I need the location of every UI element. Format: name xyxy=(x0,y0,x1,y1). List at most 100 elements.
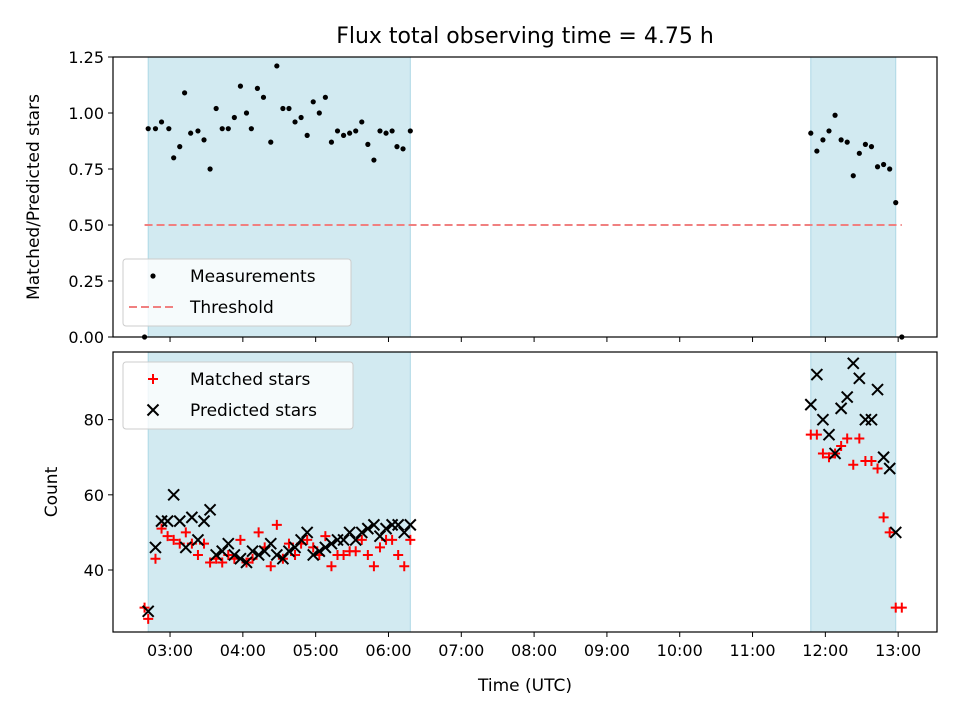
matched-star-point xyxy=(326,561,337,572)
legend-marker-predicted xyxy=(146,403,160,417)
measurement-point xyxy=(400,146,406,152)
predicted-star-point xyxy=(264,537,277,550)
matched-star-point xyxy=(836,440,847,451)
measurement-point xyxy=(243,110,250,116)
measurement-point xyxy=(152,126,159,132)
matched-star-point xyxy=(162,531,173,542)
matched-star-point xyxy=(405,534,416,545)
measurement-point xyxy=(868,144,875,150)
x-axis-label: Time (UTC) xyxy=(477,676,572,696)
measurement-point xyxy=(862,141,869,147)
predicted-star-point xyxy=(276,552,290,565)
legend-label: Threshold xyxy=(189,298,274,318)
measurement-point xyxy=(838,137,844,143)
predicted-star-point xyxy=(871,383,884,396)
x-tick-label: 11:00 xyxy=(729,641,775,660)
predicted-star-point xyxy=(319,541,332,554)
measurement-point xyxy=(260,94,267,100)
predicted-star-point xyxy=(240,556,253,569)
legend-label: Predicted stars xyxy=(190,401,317,421)
chart-title: Flux total observing time = 4.75 h xyxy=(336,24,714,49)
measurement-point xyxy=(158,119,165,125)
series-measurements xyxy=(141,63,905,340)
predicted-star-point xyxy=(307,548,320,562)
measurement-point xyxy=(389,128,395,134)
predicted-star-point xyxy=(288,541,302,554)
x-tick-label: 13:00 xyxy=(875,641,921,660)
predicted-star-point xyxy=(300,526,314,539)
chart-panel-2: 40 60 80 03:00 04:00 05:00 06:00 07:00 08:00 09:0… xyxy=(42,351,938,696)
observing-window-span xyxy=(810,56,897,338)
predicted-star-point xyxy=(141,605,155,618)
matched-star-point xyxy=(368,561,379,572)
measurement-point xyxy=(328,139,335,145)
measurement-point xyxy=(347,130,353,136)
y-tick-label: 0.00 xyxy=(68,328,104,347)
measurement-point xyxy=(322,94,328,100)
measurement-point xyxy=(304,132,310,138)
matched-star-point xyxy=(302,534,313,545)
measurement-point xyxy=(231,114,237,121)
y-tick-label: 0.25 xyxy=(68,272,104,291)
matched-star-point xyxy=(143,613,154,624)
matched-star-point xyxy=(848,459,859,470)
y-tick-label: 60 xyxy=(84,486,104,505)
predicted-star-point xyxy=(179,541,193,554)
matched-star-point xyxy=(399,561,410,572)
matched-star-point xyxy=(168,534,179,545)
predicted-star-point xyxy=(337,533,350,547)
measurement-point xyxy=(207,166,213,172)
measurement-point xyxy=(359,119,365,125)
measurement-point xyxy=(371,157,377,163)
measurement-point xyxy=(166,126,172,132)
measurement-point xyxy=(280,105,286,112)
predicted-star-point xyxy=(325,537,338,550)
matched-star-point xyxy=(811,429,822,440)
y-tick-label: 1.00 xyxy=(68,104,104,123)
predicted-star-point xyxy=(804,398,817,411)
y-tick-label: 1.25 xyxy=(68,48,104,67)
x-tick-label: 12:00 xyxy=(802,641,848,660)
predicted-star-point xyxy=(379,522,393,535)
predicted-star-point xyxy=(282,544,296,558)
matched-star-point xyxy=(362,549,373,560)
predicted-star-point xyxy=(834,402,848,415)
x-tick-label: 07:00 xyxy=(438,641,484,660)
matched-star-point xyxy=(866,455,877,466)
measurement-point xyxy=(213,105,219,112)
matched-star-point xyxy=(350,546,361,557)
chart-panels: 0.00 0.25 0.50 0.75 1.00 1.25 Matched/Predicte… xyxy=(24,48,938,696)
predicted-star-point xyxy=(853,372,866,385)
matched-star-point xyxy=(338,549,349,560)
measurement-point xyxy=(298,114,304,121)
measurement-point xyxy=(407,128,413,134)
legend-marker-measurements xyxy=(150,273,156,279)
measurement-point xyxy=(850,173,856,179)
measurement-point xyxy=(826,128,832,134)
measurement-point xyxy=(286,105,292,112)
measurement-point xyxy=(340,132,347,138)
measurement-point xyxy=(893,200,899,206)
matched-star-point xyxy=(180,527,191,538)
predicted-star-point xyxy=(398,526,411,539)
measurement-point xyxy=(177,144,183,150)
x-tick-label: 10:00 xyxy=(657,641,703,660)
matched-star-point xyxy=(156,523,167,534)
predicted-star-point xyxy=(234,552,247,565)
y-axis-label: Count xyxy=(42,466,62,517)
predicted-star-point xyxy=(828,447,842,460)
measurement-point xyxy=(814,148,820,154)
measurement-point xyxy=(365,141,371,147)
measurement-point xyxy=(881,161,887,168)
predicted-star-point xyxy=(883,462,896,475)
measurement-point xyxy=(334,128,341,134)
legend-box xyxy=(122,361,354,430)
measurement-point xyxy=(292,119,298,125)
y-tick-label: 40 xyxy=(84,561,104,580)
measurement-point xyxy=(268,139,274,145)
legend: Matched stars Predicted stars xyxy=(122,361,354,430)
x-tick-label: 05:00 xyxy=(293,641,339,660)
predicted-star-point xyxy=(367,518,381,532)
predicted-star-point xyxy=(258,544,271,558)
matched-star-point xyxy=(320,531,331,542)
